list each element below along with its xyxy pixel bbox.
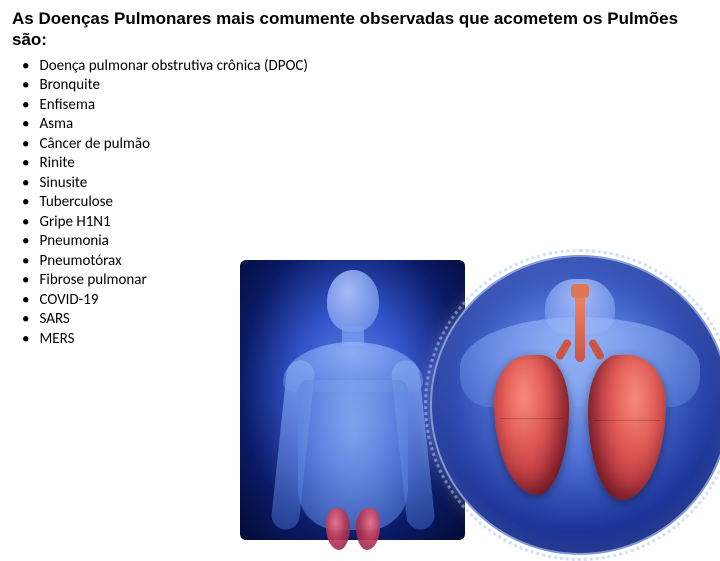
circle-background <box>430 255 720 555</box>
bullet-icon: • <box>22 252 29 272</box>
chest-shape <box>298 380 408 530</box>
small-lung-right <box>356 508 380 550</box>
bullet-icon: • <box>22 213 29 233</box>
illustration-area <box>240 260 720 540</box>
torso-silhouette <box>303 270 403 530</box>
list-item-label: Gripe H1N1 <box>39 213 110 233</box>
list-item-label: COVID-19 <box>39 291 98 311</box>
list-item: • Enfisema <box>22 96 708 116</box>
list-item-label: Pneumotórax <box>39 252 121 272</box>
small-lung-left <box>326 508 350 550</box>
list-item-label: Pneumonia <box>39 232 108 252</box>
list-item-label: MERS <box>39 330 74 350</box>
list-item-label: Asma <box>39 115 73 135</box>
trachea <box>575 292 585 362</box>
list-item: • Sinusite <box>22 174 708 194</box>
list-item-label: Tuberculose <box>39 193 113 213</box>
bullet-icon: • <box>22 57 29 77</box>
bullet-icon: • <box>22 76 29 96</box>
head-shape <box>327 270 379 332</box>
list-item: • Tuberculose <box>22 193 708 213</box>
list-item: • Rinite <box>22 154 708 174</box>
lung-detail-circle <box>430 255 720 555</box>
list-item-label: Câncer de pulmão <box>39 135 150 155</box>
slide: As Doenças Pulmonares mais comumente obs… <box>0 0 720 540</box>
bullet-icon: • <box>22 154 29 174</box>
list-item: • Gripe H1N1 <box>22 213 708 233</box>
lung-right <box>588 355 666 500</box>
bullet-icon: • <box>22 174 29 194</box>
list-item: • Bronquite <box>22 76 708 96</box>
bullet-icon: • <box>22 232 29 252</box>
bullet-icon: • <box>22 115 29 135</box>
list-item-label: Doença pulmonar obstrutiva crônica (DPOC… <box>39 57 307 77</box>
bullet-icon: • <box>22 271 29 291</box>
list-item-label: Enfisema <box>39 96 95 116</box>
bullet-icon: • <box>22 193 29 213</box>
list-item: • Câncer de pulmão <box>22 135 708 155</box>
bullet-icon: • <box>22 291 29 311</box>
list-item-label: Sinusite <box>39 174 87 194</box>
bullet-icon: • <box>22 330 29 350</box>
list-item-label: Rinite <box>39 154 74 174</box>
slide-title: As Doenças Pulmonares mais comumente obs… <box>12 8 708 51</box>
list-item: • Asma <box>22 115 708 135</box>
bullet-icon: • <box>22 310 29 330</box>
list-item: • Doença pulmonar obstrutiva crônica (DPO… <box>22 57 708 77</box>
list-item-label: Fibrose pulmonar <box>39 271 146 291</box>
list-item: • Pneumonia <box>22 232 708 252</box>
list-item-label: SARS <box>39 310 69 330</box>
bullet-icon: • <box>22 96 29 116</box>
list-item-label: Bronquite <box>39 76 99 96</box>
lung-left <box>494 355 569 495</box>
bullet-icon: • <box>22 135 29 155</box>
